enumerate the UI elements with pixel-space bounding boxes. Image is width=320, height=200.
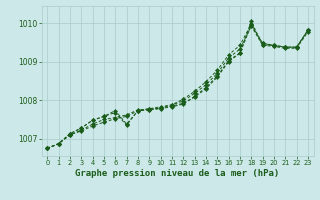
X-axis label: Graphe pression niveau de la mer (hPa): Graphe pression niveau de la mer (hPa) <box>76 169 280 178</box>
